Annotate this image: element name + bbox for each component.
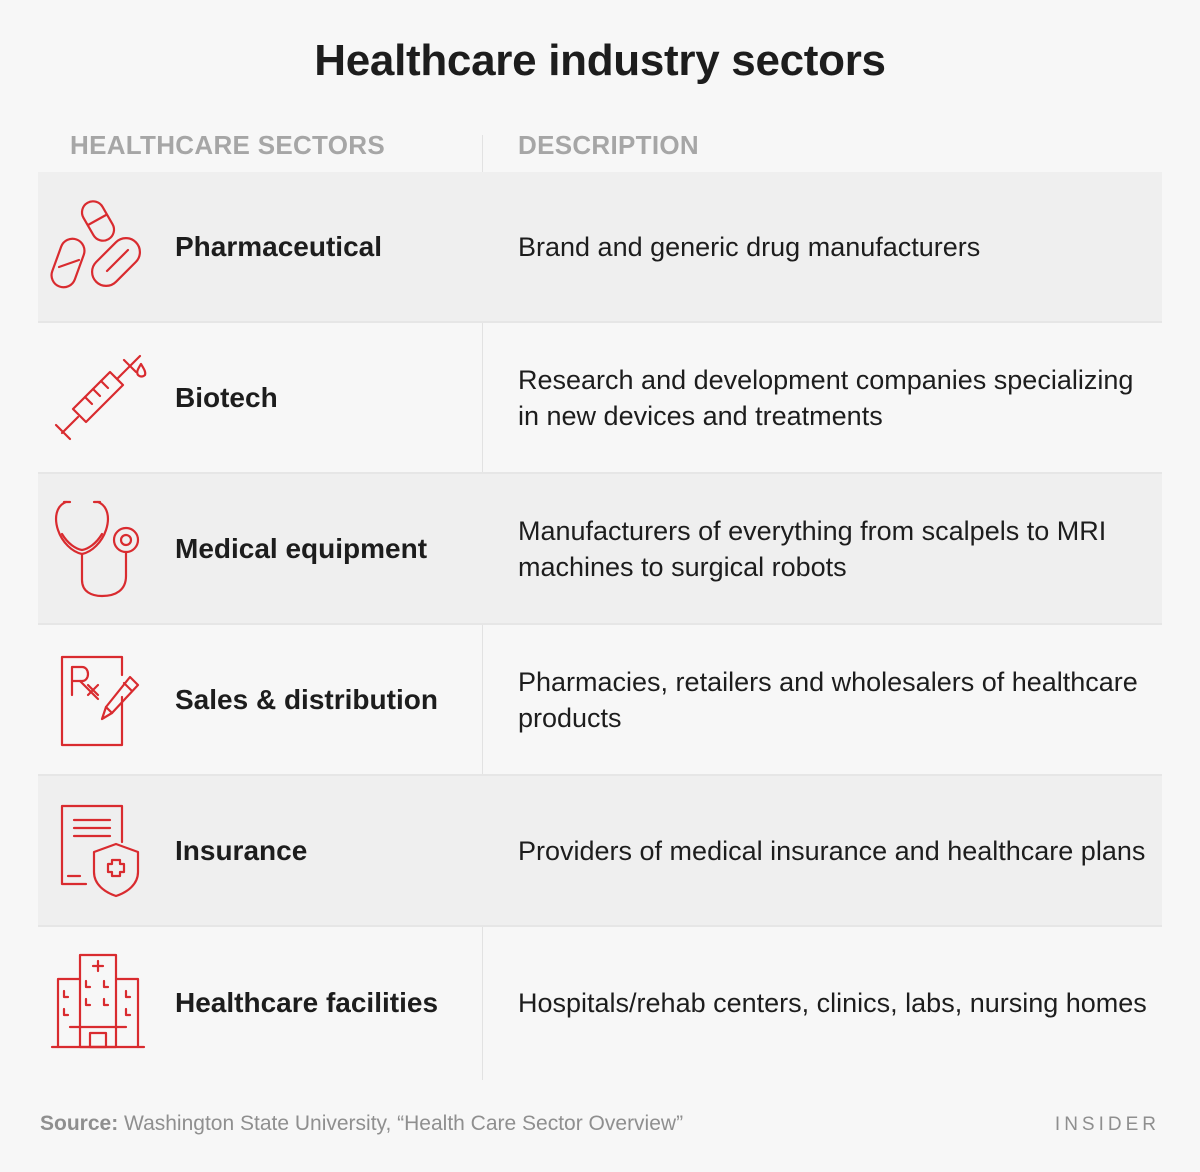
syringe-icon xyxy=(50,347,150,447)
sector-table: Pharmaceutical Brand and generic drug ma… xyxy=(38,172,1162,1078)
column-header-sectors: HEALTHCARE SECTORS xyxy=(70,130,386,160)
table-row: Insurance Providers of medical insurance… xyxy=(38,776,1162,927)
sector-description: Research and development companies speci… xyxy=(518,364,1134,431)
insurance-document-icon xyxy=(50,800,150,900)
sector-description: Manufacturers of everything from scalpel… xyxy=(518,515,1107,582)
source-note: Source: Washington State University, “He… xyxy=(40,1112,683,1136)
sector-description: Brand and generic drug manufacturers xyxy=(518,231,981,262)
pills-icon xyxy=(50,196,150,296)
sector-description: Hospitals/rehab centers, clinics, labs, … xyxy=(518,987,1147,1018)
source-text: Washington State University, “Health Car… xyxy=(124,1112,684,1135)
table-row: Healthcare facilities Hospitals/rehab ce… xyxy=(38,927,1162,1078)
sector-description: Providers of medical insurance and healt… xyxy=(518,835,1146,866)
sector-name: Sales & distribution xyxy=(175,683,438,715)
table-row: Medical equipment Manufacturers of every… xyxy=(38,474,1162,625)
table-row: Pharmaceutical Brand and generic drug ma… xyxy=(38,172,1162,323)
chart-title: Healthcare industry sectors xyxy=(314,36,886,85)
source-label: Source: xyxy=(40,1112,119,1135)
sector-name: Insurance xyxy=(175,834,308,866)
sector-name: Pharmaceutical xyxy=(175,230,382,262)
hospital-icon xyxy=(50,951,150,1051)
sector-name: Biotech xyxy=(175,381,278,413)
sector-name: Healthcare facilities xyxy=(175,986,439,1018)
table-row: Biotech Research and development compani… xyxy=(38,323,1162,474)
sector-name: Medical equipment xyxy=(175,532,428,564)
sector-description: Pharmacies, retailers and wholesalers of… xyxy=(518,666,1138,733)
prescription-icon xyxy=(50,649,150,749)
column-header-description: DESCRIPTION xyxy=(518,130,699,160)
table-row: Sales & distribution Pharmacies, retaile… xyxy=(38,625,1162,776)
brand-logo: INSIDER xyxy=(1054,1114,1160,1135)
stethoscope-icon xyxy=(50,498,150,598)
